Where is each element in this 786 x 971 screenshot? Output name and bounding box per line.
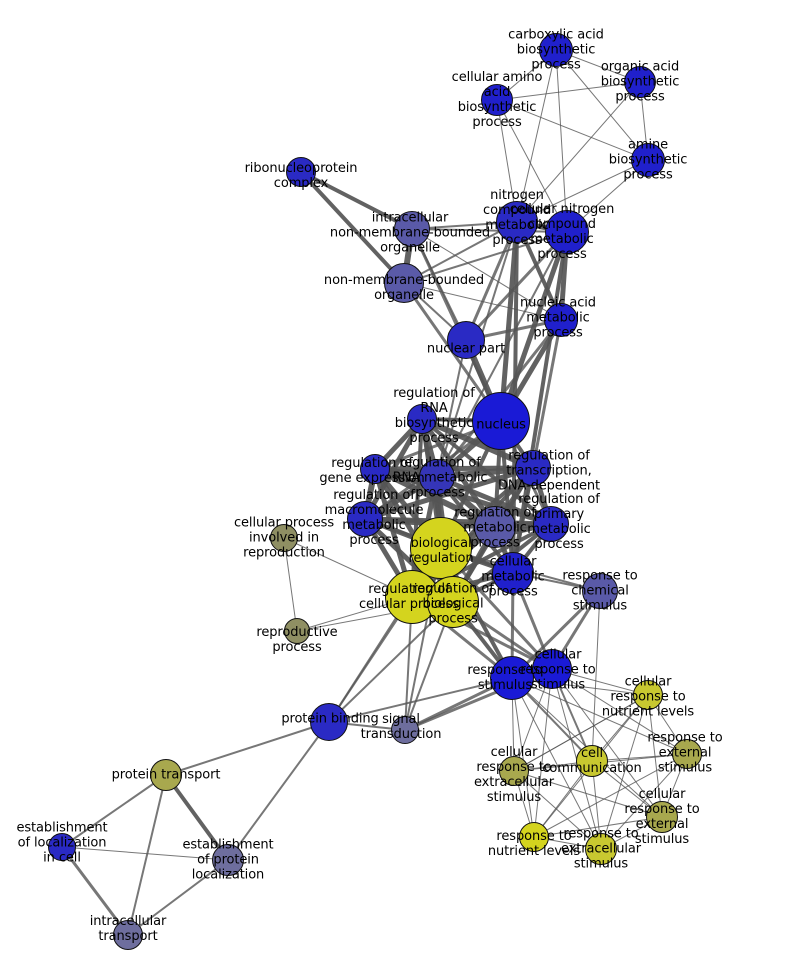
graph-node-cellular-process-involved-in-reproduction[interactable]: [270, 524, 298, 552]
graph-node-regulation-of-metabolic-process[interactable]: [474, 506, 516, 548]
graph-node-intracellular-non-membrane-bounded-organelle[interactable]: [394, 211, 430, 247]
graph-node-reproductive-process[interactable]: [284, 618, 310, 644]
graph-edge: [513, 770, 663, 818]
graph-node-organic-acid-biosynthetic[interactable]: [624, 66, 656, 98]
graph-edge: [328, 677, 513, 723]
graph-node-cellular-response-to-stimulus[interactable]: [532, 649, 572, 689]
graph-edge: [372, 466, 554, 527]
graph-edge: [411, 228, 562, 321]
graph-edge: [496, 99, 649, 161]
graph-edge: [227, 721, 330, 861]
graph-node-regulation-of-rna-biosynthetic[interactable]: [407, 404, 437, 434]
graph-edge: [403, 282, 562, 321]
graph-edge: [496, 99, 568, 233]
graph-node-carboxylic-acid-biosynthetic[interactable]: [539, 33, 573, 67]
graph-edge: [299, 170, 406, 285]
graph-node-response-to-extracellular-stimulus[interactable]: [585, 833, 617, 865]
graph-node-regulation-of-primary-metabolic[interactable]: [533, 506, 569, 542]
graph-edge: [328, 601, 454, 723]
graph-edge: [600, 694, 649, 850]
graph-edge: [165, 721, 330, 776]
graph-edge: [127, 774, 167, 936]
graph-node-regulation-of-transcription-dna-dependent[interactable]: [515, 450, 551, 486]
graph-edge: [511, 677, 535, 838]
graph-node-nucleic-acid-metabolic[interactable]: [544, 303, 578, 337]
graph-node-cellular-nitrogen-compound-metabolic[interactable]: [545, 210, 589, 254]
graph-node-protein-binding[interactable]: [310, 703, 348, 741]
graph-edge: [411, 228, 467, 341]
graph-edge: [164, 773, 230, 862]
graph-node-cellular-response-to-nutrient-levels[interactable]: [633, 680, 663, 710]
graph-node-biological-regulation[interactable]: [410, 517, 472, 579]
graph-edge: [591, 590, 601, 762]
graph-node-response-to-chemical-stimulus[interactable]: [582, 573, 618, 609]
graph-node-signal-transduction[interactable]: [391, 716, 419, 744]
graph-node-establishment-of-localization-in-cell[interactable]: [48, 833, 76, 861]
graph-node-ribonucleoprotein-complex[interactable]: [286, 157, 316, 187]
graph-node-nuclear-part[interactable]: [447, 321, 485, 359]
graph-edge: [600, 753, 688, 850]
graph-node-response-to-stimulus[interactable]: [490, 656, 534, 700]
graph-node-establishment-of-protein-localization[interactable]: [212, 844, 244, 876]
graph-edge: [61, 846, 229, 861]
graph-node-cellular-response-to-external-stimulus[interactable]: [646, 801, 678, 833]
graph-edge: [299, 170, 414, 231]
graph-node-nucleus[interactable]: [472, 392, 530, 450]
graph-edge: [411, 228, 568, 233]
graph-node-nitrogen-compound-metabolic[interactable]: [496, 201, 538, 243]
graph-node-protein-transport[interactable]: [150, 759, 182, 791]
graph-edge: [60, 845, 130, 937]
graph-edge: [496, 81, 641, 101]
graph-node-cellular-metabolic-process[interactable]: [492, 552, 534, 594]
graph-edge: [555, 49, 649, 161]
graph-node-regulation-of-gene-expression[interactable]: [360, 454, 390, 484]
graph-edge: [127, 859, 229, 936]
graph-edge: [511, 677, 688, 755]
graph-edge: [513, 694, 649, 772]
graph-edge: [516, 49, 557, 223]
graph-node-regulation-of-rna-metabolic[interactable]: [419, 459, 455, 495]
graph-node-non-membrane-bounded-organelle[interactable]: [384, 263, 424, 303]
graph-edge: [511, 677, 602, 850]
graph-edge: [516, 81, 641, 223]
graph-node-cellular-amino-acid-biosynthetic[interactable]: [481, 84, 513, 116]
graph-node-response-to-external-stimulus[interactable]: [672, 739, 702, 769]
graph-node-cellular-response-to-extracellular-stimulus[interactable]: [499, 756, 529, 786]
graph-node-regulation-of-biological-process[interactable]: [427, 576, 479, 628]
graph-edge: [419, 416, 536, 471]
graph-edge: [61, 774, 167, 848]
graph-edge: [513, 770, 602, 850]
graph-edge: [464, 220, 519, 342]
graph-edge: [464, 230, 569, 342]
graph-edge: [436, 339, 467, 478]
graph-edge: [283, 537, 298, 632]
graph-edge: [498, 219, 520, 424]
graph-edge: [555, 49, 568, 233]
graph-edge: [533, 668, 553, 838]
graph-node-regulation-of-macromolecule-metabolic[interactable]: [347, 501, 383, 537]
graph-node-intracellular-transport[interactable]: [113, 920, 143, 950]
graph-edge: [516, 159, 649, 223]
graph-edge: [533, 753, 688, 838]
graph-edge: [372, 465, 536, 472]
graph-node-response-to-nutrient-levels[interactable]: [519, 822, 549, 852]
graph-edge: [403, 231, 568, 284]
graph-edge: [533, 816, 663, 838]
graph-node-amine-biosynthetic[interactable]: [631, 143, 665, 177]
graph-node-cell-communication[interactable]: [576, 745, 608, 777]
